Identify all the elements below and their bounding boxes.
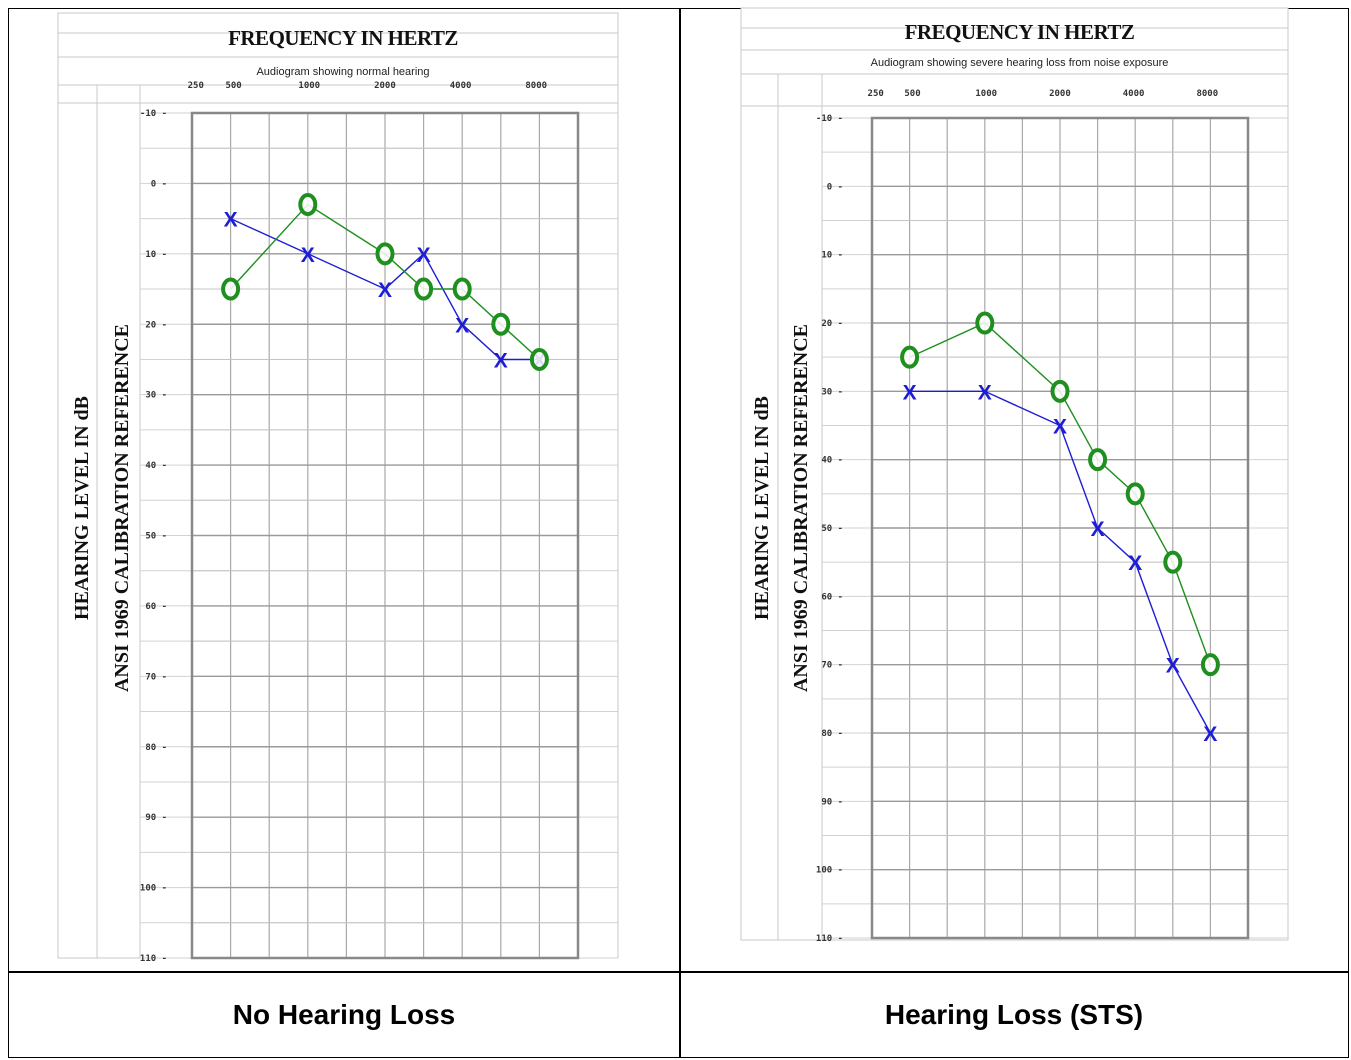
left-ear-o-marker [452, 277, 472, 301]
y-tick-label: 80 - [145, 743, 167, 753]
x-tick-label: 8000 [1196, 89, 1218, 99]
chart-title: FREQUENCY IN HERTZ [905, 20, 1135, 44]
left-ear-o-marker [975, 311, 995, 335]
y-tick-label: 0 - [827, 182, 843, 192]
right-ear-line [230, 217, 540, 361]
y-tick-label: 70 - [145, 672, 167, 682]
left-ear-o-marker [1125, 482, 1145, 506]
plot-border [190, 111, 580, 960]
y-tick-label: 70 - [821, 661, 843, 671]
chart-subtitle: Audiogram showing severe hearing loss fr… [871, 57, 1169, 69]
y-tick-label: 90 - [821, 797, 843, 807]
right-ear-line [909, 390, 1212, 734]
left-ear-o-marker [529, 347, 549, 371]
y-axis-calibration-label: ANSI 1969 CALIBRATION REFERENCE [790, 324, 812, 692]
chart-title: FREQUENCY IN HERTZ [228, 26, 458, 50]
right-ear-x-marker: X [378, 279, 392, 302]
left-ear-o-marker [414, 277, 434, 301]
x-tick-label: 500 [904, 89, 920, 99]
y-tick-label: 100 - [816, 866, 843, 876]
right-ear-x-marker: X [224, 209, 238, 232]
y-tick-label: 110 - [816, 934, 843, 944]
left-ear-o-marker [900, 345, 920, 369]
caption-no-hearing-loss: No Hearing Loss [232, 999, 456, 1030]
y-tick-label: 40 - [821, 456, 843, 466]
x-tick-label: 8000 [525, 81, 547, 91]
y-tick-label: 50 - [821, 524, 843, 534]
right-ear-x-marker: X [1053, 416, 1067, 439]
y-tick-label: 100 - [140, 884, 167, 894]
comparison-table [8, 8, 1349, 1058]
x-tick-label: 500 [225, 81, 241, 91]
right-ear-x-marker: X [301, 244, 315, 267]
y-axis-calibration-label: ANSI 1969 CALIBRATION REFERENCE [111, 324, 133, 692]
right-ear-x-marker: X [1203, 723, 1217, 746]
y-tick-label: -10 - [816, 114, 843, 124]
y-tick-label: 20 - [821, 319, 843, 329]
left-ear-o-marker [1050, 379, 1070, 403]
caption-hearing-loss-sts: Hearing Loss (STS) [884, 999, 1144, 1030]
y-tick-label: -10 - [140, 109, 167, 119]
left-ear-o-marker [221, 277, 241, 301]
left-ear-o-marker [1088, 448, 1108, 472]
right-ear-x-marker: X [494, 349, 508, 372]
left-ear-o-marker [375, 242, 395, 266]
left-ear-o-marker [491, 312, 511, 336]
y-tick-label: 110 - [140, 954, 167, 964]
chart-subtitle: Audiogram showing normal hearing [256, 66, 429, 78]
y-tick-label: 50 - [145, 532, 167, 542]
y-tick-label: 30 - [821, 387, 843, 397]
y-tick-label: 0 - [151, 179, 167, 189]
x-tick-label: 250 [188, 81, 204, 91]
plot-border [870, 116, 1250, 940]
y-tick-label: 10 - [145, 250, 167, 260]
y-tick-label: 60 - [821, 592, 843, 602]
table-row-divider [8, 971, 1349, 973]
x-tick-label: 250 [868, 89, 884, 99]
y-tick-label: 10 - [821, 251, 843, 261]
right-ear-x-marker: X [1128, 552, 1142, 575]
y-tick-label: 20 - [145, 320, 167, 330]
y-tick-label: 80 - [821, 729, 843, 739]
y-tick-label: 90 - [145, 813, 167, 823]
y-tick-label: 30 - [145, 391, 167, 401]
y-axis-label: HEARING LEVEL IN dB [71, 396, 93, 620]
right-ear-x-marker: X [455, 314, 469, 337]
right-ear-x-marker: X [1166, 655, 1180, 678]
left-ear-o-marker [298, 193, 318, 217]
x-tick-label: 1000 [975, 89, 997, 99]
x-tick-label: 4000 [450, 81, 472, 91]
right-ear-x-marker: X [903, 381, 917, 404]
right-ear-x-marker: X [978, 381, 992, 404]
left-ear-o-marker [1163, 550, 1183, 574]
x-tick-label: 2000 [374, 81, 396, 91]
y-tick-label: 40 - [145, 461, 167, 471]
chart-frame [740, 7, 1289, 941]
right-ear-x-marker: X [1091, 518, 1105, 541]
x-tick-label: 4000 [1123, 89, 1145, 99]
table-column-divider [679, 8, 681, 1058]
x-tick-label: 2000 [1049, 89, 1071, 99]
y-tick-label: 60 - [145, 602, 167, 612]
left-ear-o-marker [1200, 653, 1220, 677]
y-axis-label: HEARING LEVEL IN dB [751, 396, 773, 620]
x-tick-label: 1000 [298, 81, 320, 91]
right-ear-x-marker: X [417, 244, 431, 267]
